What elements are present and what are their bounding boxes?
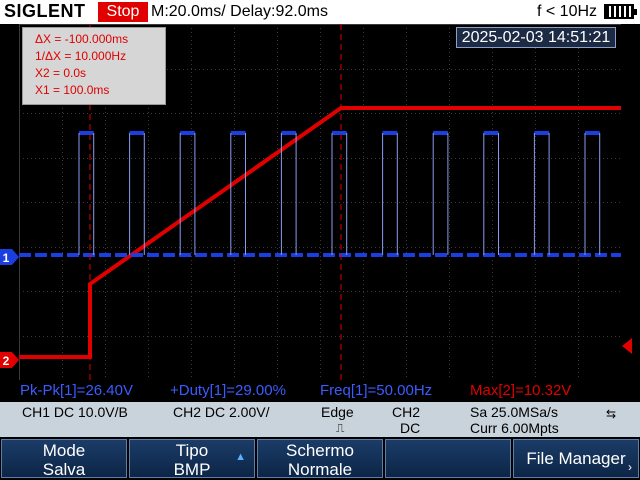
empty-softkey[interactable]: [385, 439, 511, 478]
chevron-right-icon: ›: [628, 460, 632, 474]
ch1-level-marker[interactable]: 1: [0, 249, 20, 265]
ch1-marker-label: 1: [3, 251, 10, 265]
measure-pkpk: Pk-Pk[1]=26.40V: [20, 382, 133, 399]
waveform-display[interactable]: [19, 24, 621, 380]
usb-icon: ⇆: [606, 407, 617, 421]
trigger-source[interactable]: CH2: [392, 404, 421, 420]
mode-softkey-title: Mode: [42, 441, 86, 460]
trigger-level-marker[interactable]: [620, 338, 634, 354]
cursor-readout-panel: ΔX = -100.000ms 1/ΔX = 10.000Hz X2 = 0.0…: [22, 27, 166, 105]
type-softkey-value: BMP: [173, 460, 211, 479]
measure-max: Max[2]=10.32V: [470, 382, 572, 399]
ch1-settings[interactable]: CH1 DC 10.0V/B: [22, 404, 128, 420]
cursor-delta-x: ΔX = -100.000ms: [35, 32, 129, 46]
cursor-x2-value: X2 = 0.0s: [35, 66, 87, 80]
type-softkey-title: Tipo: [175, 441, 209, 460]
ch1-trace: [19, 131, 621, 257]
memory-depth: Curr 6.00Mpts: [470, 420, 559, 436]
ch2-level-marker[interactable]: 2: [0, 352, 20, 368]
trigger-frequency-readout: f < 10Hz: [537, 3, 598, 20]
brand-logo: SIGLENT: [4, 1, 86, 21]
type-softkey[interactable]: Tipo BMP ▲: [129, 439, 255, 479]
trigger-type[interactable]: Edge: [321, 404, 354, 420]
timebase-readout[interactable]: M:20.0ms/ Delay:92.0ms: [151, 3, 328, 20]
top-status-bar: SIGLENT Stop M:20.0ms/ Delay:92.0ms f < …: [0, 0, 640, 24]
cursor-inverse-delta-x: 1/ΔX = 10.000Hz: [35, 49, 127, 63]
measure-freq: Freq[1]=50.00Hz: [320, 382, 433, 399]
battery-icon: [604, 4, 637, 19]
ch2-settings[interactable]: CH2 DC 2.00V/: [173, 404, 270, 420]
cursor-x1-value: X1 = 100.0ms: [35, 83, 110, 97]
channel-info-bar: CH1 DC 10.0V/B CH2 DC 2.00V/ Edge ⎍ CH2 …: [0, 402, 640, 437]
datetime-display: 2025-02-03 14:51:21: [456, 27, 616, 48]
screen-softkey[interactable]: Schermo Normale: [257, 439, 383, 479]
trigger-coupling[interactable]: DC: [400, 420, 421, 436]
mode-softkey-value: Salva: [42, 460, 86, 479]
measurement-bar: Pk-Pk[1]=26.40V +Duty[1]=29.00% Freq[1]=…: [0, 380, 640, 402]
file-manager-label: File Manager: [526, 449, 626, 468]
file-manager-softkey[interactable]: File Manager ›: [513, 439, 639, 478]
screen-softkey-value: Normale: [287, 460, 353, 479]
sample-rate: Sa 25.0MSa/s: [470, 404, 558, 420]
mode-softkey[interactable]: Mode Salva: [1, 439, 127, 479]
graticule: [19, 24, 621, 380]
run-stop-indicator[interactable]: Stop: [98, 2, 148, 22]
ch2-marker-label: 2: [3, 354, 10, 368]
screen-softkey-title: Schermo: [285, 441, 355, 460]
trigger-edge-icon: ⎍: [336, 421, 345, 435]
softkey-menu: Mode Salva Tipo BMP ▲ Schermo Normale Fi…: [0, 437, 640, 480]
measure-duty: +Duty[1]=29.00%: [170, 382, 286, 399]
scroll-knob-icon: ▲: [235, 451, 246, 463]
